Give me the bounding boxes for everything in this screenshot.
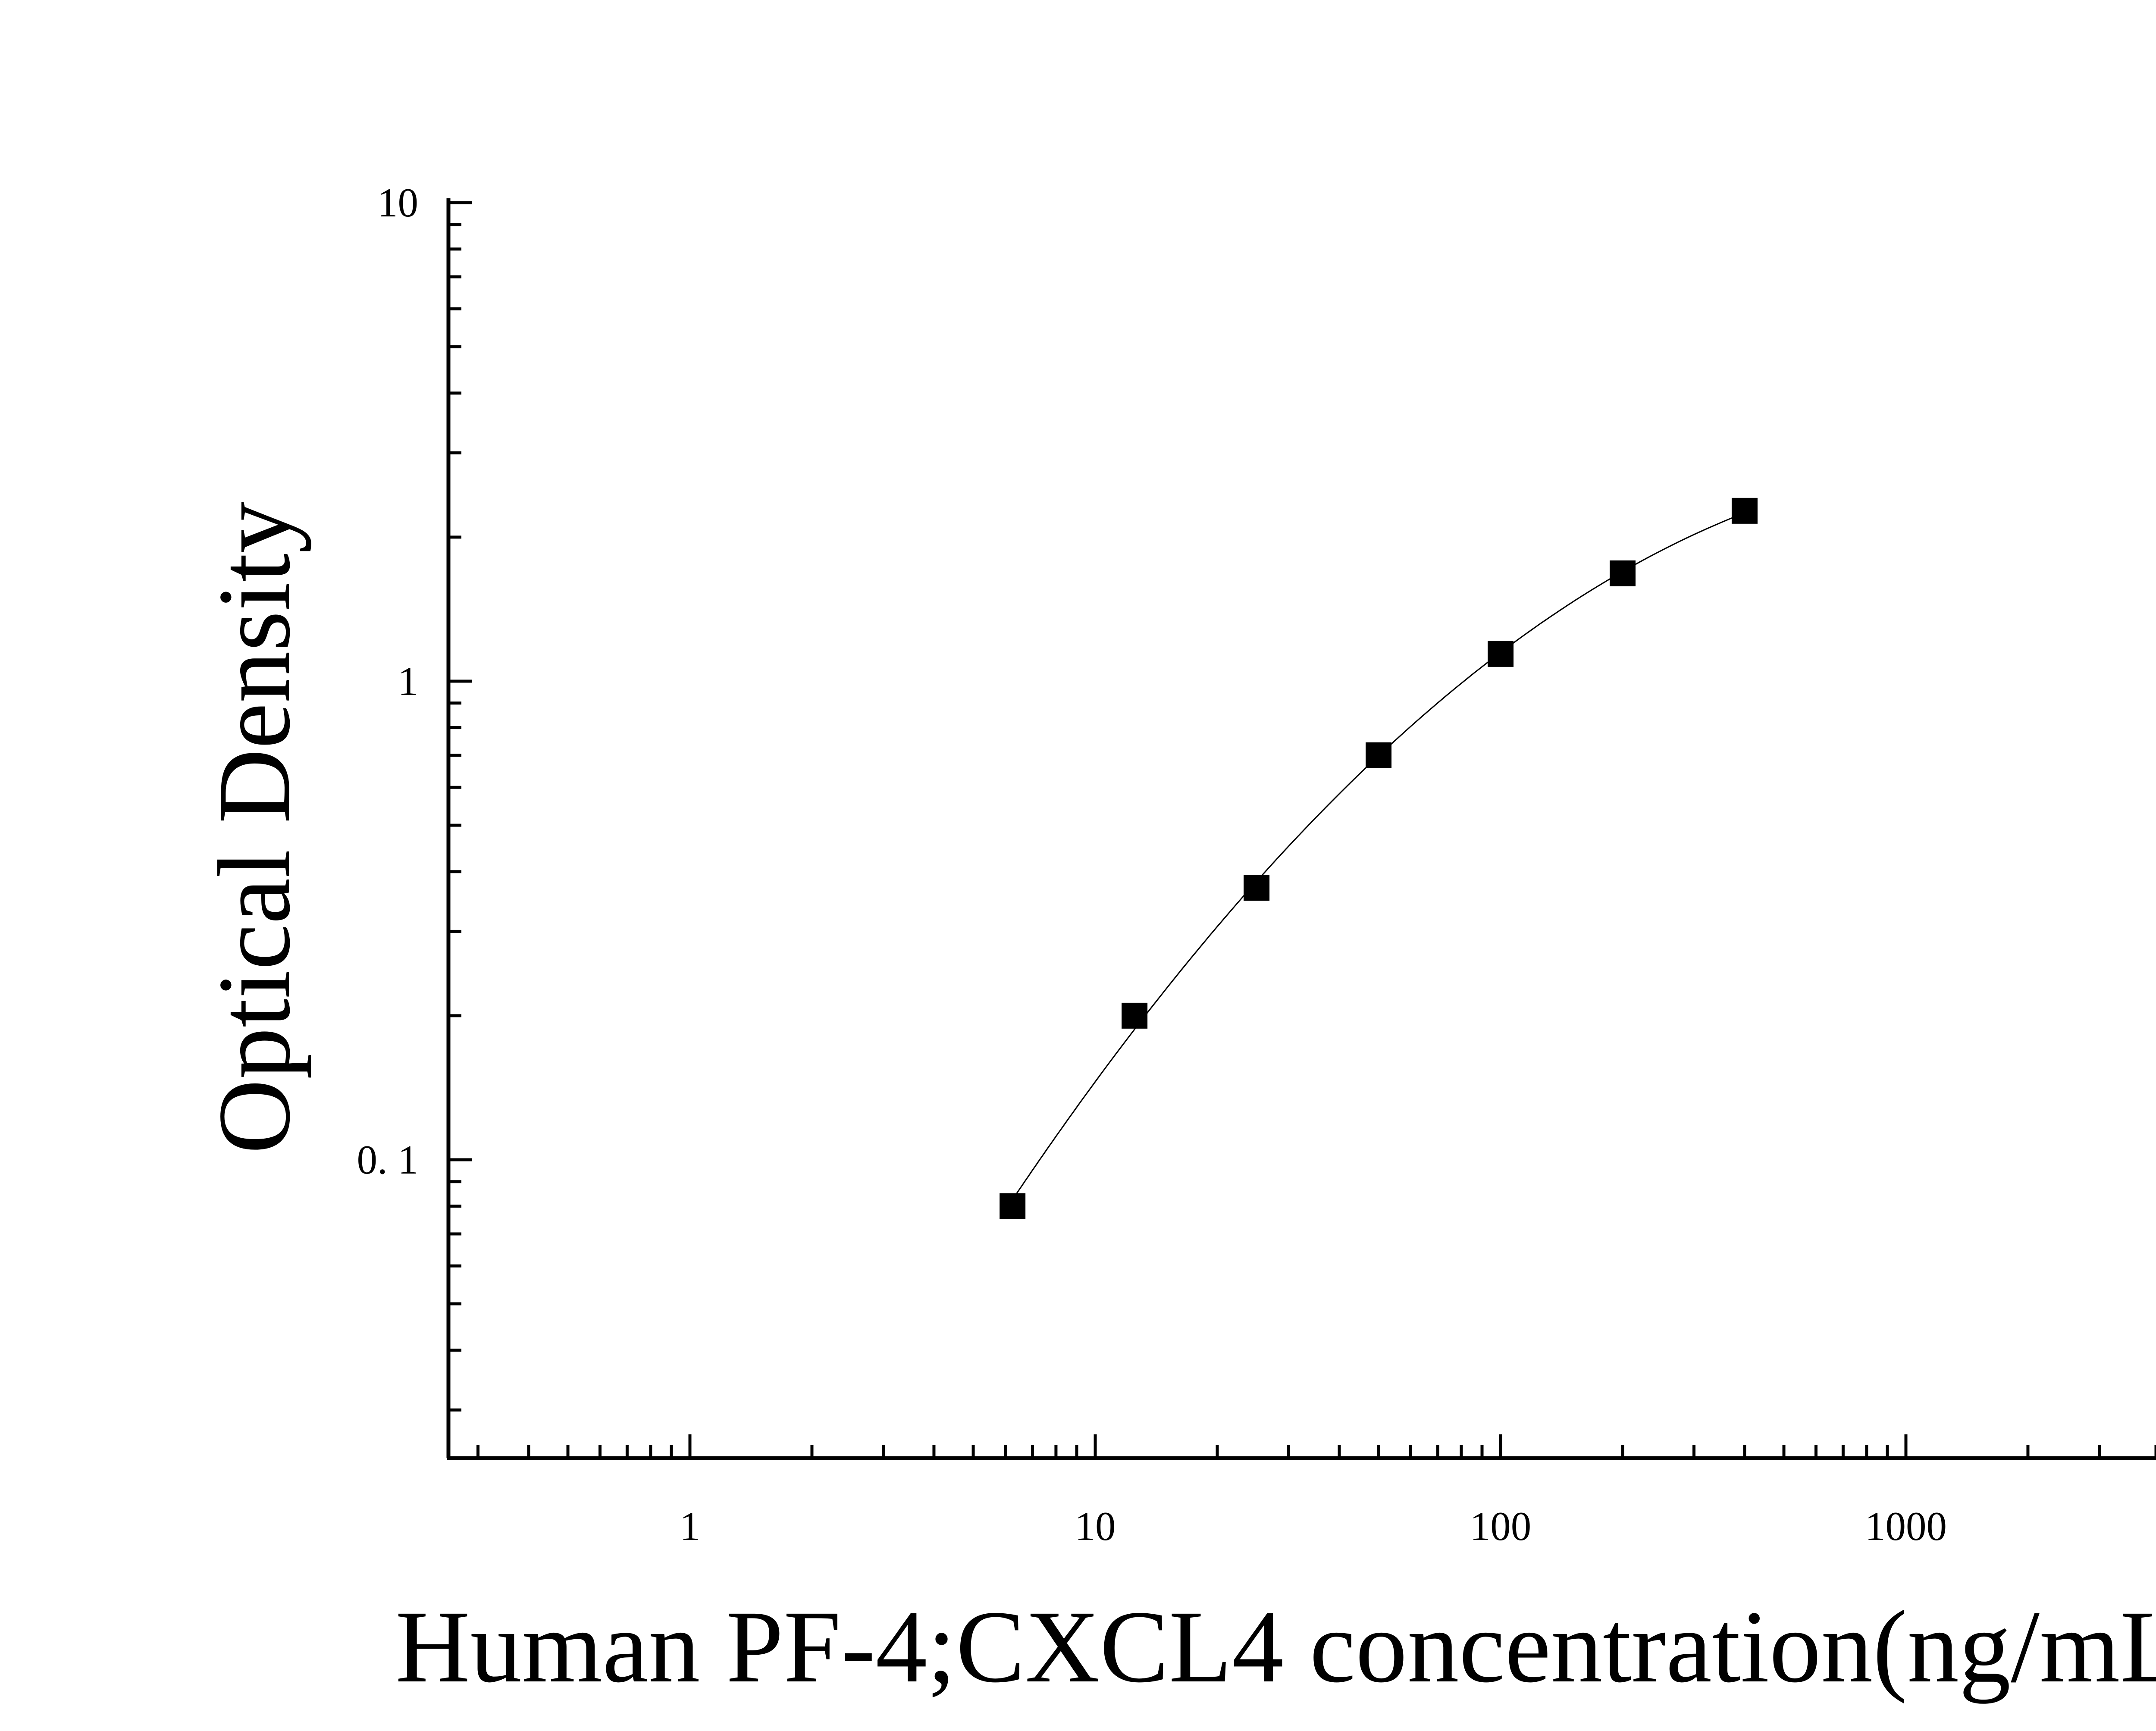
data-point — [1244, 875, 1270, 901]
fit-curve — [1012, 512, 1745, 1200]
y-tick-label: 1 — [398, 658, 419, 704]
x-axis-title: Human PF-4;CXCL4 concentration(ng/mL) — [395, 1589, 2156, 1704]
x-tick-label: 1 — [680, 1503, 700, 1549]
axes — [446, 198, 2156, 1460]
x-ticks — [476, 1434, 2156, 1458]
y-tick-labels: 0. 1 1 10 — [357, 180, 419, 1183]
x-tick-label: 100 — [1470, 1503, 1532, 1549]
y-tick-label: 0. 1 — [357, 1137, 419, 1183]
data-point — [1609, 560, 1636, 586]
x-tick-labels: 1 10 100 1000 — [680, 1503, 1947, 1549]
y-ticks — [448, 201, 472, 1412]
data-point — [1000, 1193, 1026, 1219]
data-point — [1122, 1002, 1148, 1029]
x-tick-label: 10 — [1075, 1503, 1116, 1549]
y-tick-label: 10 — [377, 180, 418, 225]
y-axis-title: Optical Density — [197, 501, 311, 1154]
data-point — [1488, 641, 1514, 667]
data-point — [1731, 498, 1758, 524]
data-points — [1000, 498, 1758, 1219]
x-tick-label: 1000 — [1865, 1503, 1947, 1549]
data-point — [1366, 742, 1392, 768]
